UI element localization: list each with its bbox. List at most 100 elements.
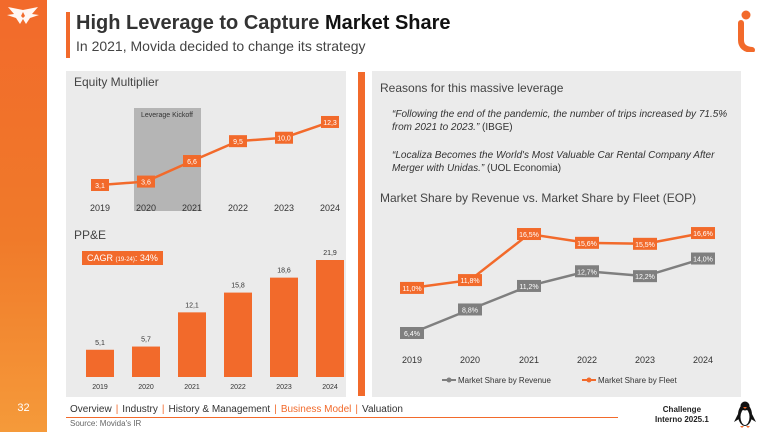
equity-value-label: 9,5 [233,139,243,146]
market-xtick: 2022 [577,355,597,365]
fleet-point-2023 [633,237,657,250]
panel-divider [358,72,365,396]
quote-ibge: “Following the end of the pandemic, the … [392,109,728,133]
source-note: Source: Movida's IR [70,419,142,428]
nav-industry[interactable]: Industry [122,404,158,415]
reasons-title: Reasons for this massive leverage [380,81,564,95]
nav-history-management[interactable]: History & Management [168,404,271,415]
legend-fleet-label: Market Share by Fleet [598,376,677,385]
title-accent-bar [66,12,70,58]
ppe-bar-chart: 5,1 5,7 12,1 15,8 18,6 21,9 2019 2020 2021 2022 2… [86,250,344,391]
section-nav: Overview | Industry | History & Management | B… [70,404,403,415]
revenue-value-label: 8,8% [462,307,478,314]
fleet-value-label: 15,6% [577,241,597,248]
ppe-xtick: 2019 [92,384,108,391]
market-xtick: 2019 [402,355,422,365]
market-xtick: 2020 [460,355,480,365]
legend-revenue-marker [446,377,452,383]
fleet-point-2024 [691,227,715,240]
ppe-bar-2024 [316,260,344,377]
movida-i-icon [738,10,755,52]
equity-xtick: 2021 [182,203,202,213]
legend-fleet-marker [586,377,592,383]
cagr-badge: CAGR (19-24): 34% [82,251,163,265]
equity-xtick: 2024 [320,203,340,213]
revenue-point-2023 [633,270,657,283]
ppe-bar-2022 [224,292,252,377]
fleet-value-label: 16,6% [693,231,713,238]
revenue-value-label: 6,4% [404,331,420,338]
ppe-value-label: 5,1 [95,340,105,347]
bird-logo-icon [7,7,39,24]
nav-overview[interactable]: Overview [70,404,112,415]
leverage-kickoff-label: Leverage Kickoff [141,112,193,119]
equity-point-2020 [137,175,155,188]
revenue-value-label: 11,2% [519,284,538,291]
fleet-value-label: 11,0% [402,286,421,293]
revenue-point-2021 [517,279,541,292]
revenue-value-label: 12,2% [635,274,655,281]
ppe-xtick: 2021 [184,384,200,391]
page-number: 32 [17,402,30,414]
equity-xtick: 2023 [274,203,294,213]
equity-point-2024 [321,115,339,128]
footer-rule [66,417,618,418]
equity-xtick: 2019 [90,203,110,213]
equity-value-label: 10,0 [277,136,291,143]
ppe-value-label: 5,7 [141,337,151,344]
ppe-bar-2019 [86,349,114,377]
revenue-value-label: 12,7% [577,269,597,276]
ppe-value-label: 21,9 [323,250,337,257]
ppe-xtick: 2023 [276,384,292,391]
nav-valuation[interactable]: Valuation [362,404,403,415]
ppe-value-label: 15,8 [231,283,245,290]
legend-revenue-label: Market Share by Revenue [458,376,551,385]
equity-point-2021 [183,155,201,168]
nav-business-model[interactable]: Business Model [280,404,352,415]
equity-point-2019 [91,179,109,191]
penguin-icon [734,401,756,428]
equity-multiplier-title: Equity Multiplier [74,75,159,89]
page-title: High Leverage to Capture Market Share [76,12,451,34]
fleet-value-label: 16,5% [519,232,539,239]
market-share-title: Market Share by Revenue vs. Market Share… [380,191,697,205]
ppe-xtick: 2022 [230,384,246,391]
ppe-value-label: 12,1 [185,302,199,309]
ppe-bar-2020 [132,346,160,377]
equity-point-2023 [275,131,293,144]
fleet-point-2021 [517,228,541,241]
equity-value-label: 12,3 [323,120,337,127]
ppe-title: PP&E [74,228,107,242]
page-subtitle: In 2021, Movida decided to change its st… [76,38,366,54]
quote-uol: “Localiza Becomes the World's Most Valua… [392,150,715,174]
revenue-point-2019 [400,327,424,339]
market-xtick: 2024 [693,355,713,365]
equity-value-label: 3,1 [95,183,105,190]
revenue-share-line [411,257,704,335]
market-xtick: 2023 [635,355,655,365]
revenue-point-2020 [458,303,482,316]
ppe-bar-2023 [270,277,298,377]
ppe-xtick: 2020 [138,384,154,391]
challenge-label: Challenge Interno 2025.1 [655,405,709,424]
market-share-chart: 6,4% 8,8% 11,2% 12,7% 12,2% 14,0% 11,0% 11,8% 16… [400,227,715,385]
revenue-value-label: 14,0% [693,257,713,264]
ppe-bar-2021 [178,312,206,377]
equity-value-label: 6,6 [187,159,197,166]
right-panel [372,71,741,397]
fleet-point-2020 [458,274,482,287]
equity-point-2022 [229,135,247,148]
legend: Market Share by Revenue Market Share by … [442,376,677,385]
equity-xtick: 2022 [228,203,248,213]
fleet-value-label: 15,5% [635,242,655,249]
fleet-point-2022 [575,236,599,249]
fleet-value-label: 11,8% [460,278,479,285]
market-xtick: 2021 [519,355,539,365]
ppe-xtick: 2024 [322,384,338,391]
revenue-point-2022 [575,265,599,278]
equity-value-label: 3,6 [141,180,151,187]
ppe-value-label: 18,6 [277,268,291,275]
equity-multiplier-chart: Leverage Kickoff 3,1 3,6 6,6 9,5 10,0 12,3 20… [90,108,340,213]
revenue-point-2024 [691,252,715,265]
fleet-point-2019 [400,281,424,294]
